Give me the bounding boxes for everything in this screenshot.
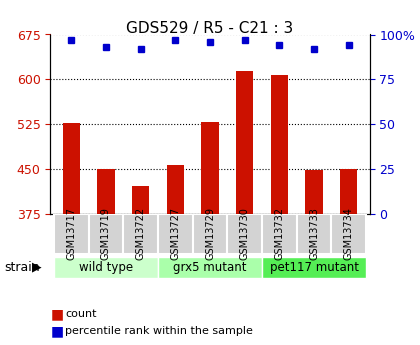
- FancyBboxPatch shape: [297, 214, 331, 254]
- Text: GSM13733: GSM13733: [309, 207, 319, 260]
- Text: ■: ■: [50, 307, 63, 321]
- Text: GSM13722: GSM13722: [136, 207, 146, 260]
- Bar: [97, 169, 115, 214]
- FancyBboxPatch shape: [227, 214, 262, 254]
- Bar: [340, 169, 357, 214]
- Text: count: count: [65, 309, 97, 319]
- FancyBboxPatch shape: [262, 257, 366, 278]
- FancyBboxPatch shape: [89, 214, 123, 254]
- FancyBboxPatch shape: [123, 214, 158, 254]
- Text: ▶: ▶: [32, 261, 41, 274]
- FancyBboxPatch shape: [54, 214, 89, 254]
- Text: GSM13727: GSM13727: [170, 207, 180, 260]
- Text: strain: strain: [4, 261, 40, 274]
- Text: GSM13734: GSM13734: [344, 207, 354, 260]
- Bar: [305, 170, 323, 214]
- FancyBboxPatch shape: [54, 257, 158, 278]
- Text: GSM13729: GSM13729: [205, 207, 215, 260]
- FancyBboxPatch shape: [331, 214, 366, 254]
- Text: pet117 mutant: pet117 mutant: [270, 261, 359, 274]
- Bar: [167, 165, 184, 214]
- Bar: [63, 123, 80, 214]
- FancyBboxPatch shape: [262, 214, 297, 254]
- Text: grx5 mutant: grx5 mutant: [173, 261, 247, 274]
- Bar: [236, 71, 253, 214]
- Text: GSM13717: GSM13717: [66, 207, 76, 260]
- Bar: [132, 186, 149, 214]
- FancyBboxPatch shape: [193, 214, 227, 254]
- Text: ■: ■: [50, 324, 63, 338]
- Text: GDS529 / R5 - C21 : 3: GDS529 / R5 - C21 : 3: [126, 21, 294, 36]
- FancyBboxPatch shape: [158, 214, 193, 254]
- Text: wild type: wild type: [79, 261, 133, 274]
- Text: GSM13719: GSM13719: [101, 207, 111, 260]
- Bar: [271, 75, 288, 214]
- FancyBboxPatch shape: [158, 257, 262, 278]
- Bar: [201, 122, 219, 214]
- Text: percentile rank within the sample: percentile rank within the sample: [65, 326, 253, 336]
- Text: GSM13730: GSM13730: [240, 207, 250, 260]
- Text: GSM13732: GSM13732: [274, 207, 284, 260]
